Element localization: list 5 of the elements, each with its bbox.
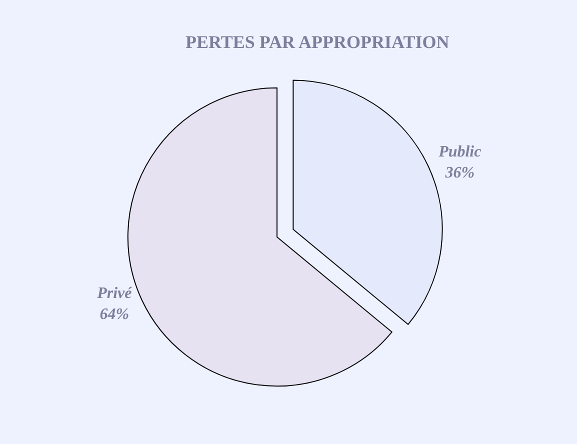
slice-label: Privé — [96, 285, 133, 302]
chart-title: PERTES PAR APPROPRIATION — [185, 32, 450, 52]
slice-label: Public — [438, 144, 482, 161]
data-label: 64% — [100, 306, 130, 323]
data-label: 36% — [444, 164, 475, 182]
